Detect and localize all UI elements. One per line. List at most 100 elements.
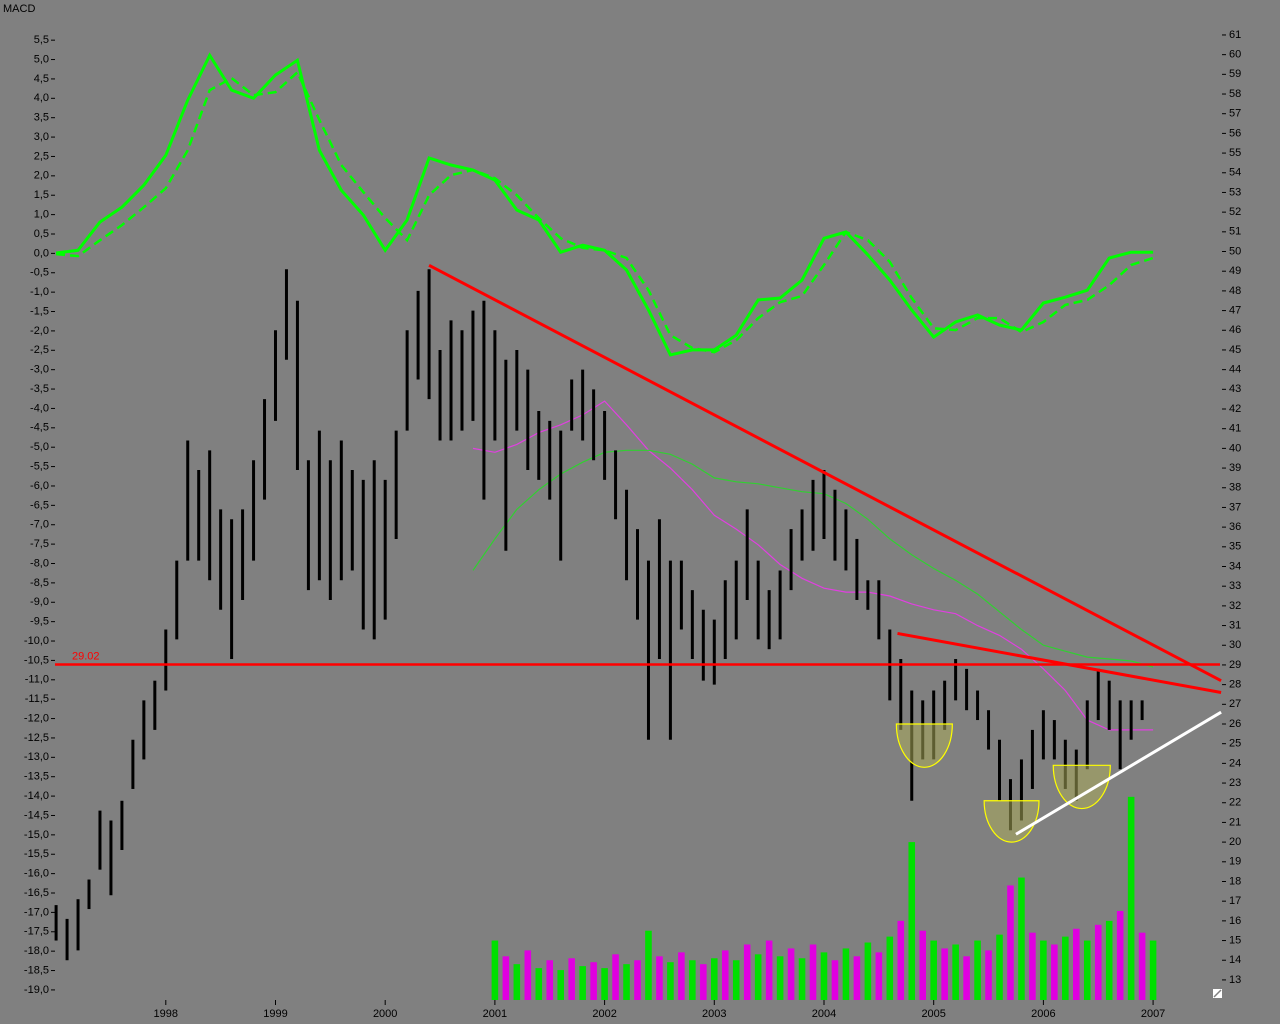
volume-bar <box>1149 940 1157 1000</box>
y-tick-label: -6,5 <box>30 499 49 511</box>
y2-tick-label: 45 <box>1229 344 1241 356</box>
y2-tick-label: 47 <box>1229 304 1241 316</box>
y-tick-label: -15,5 <box>24 848 49 860</box>
y-tick-label: -8,5 <box>30 577 49 589</box>
y-tick-label: -16,0 <box>24 868 49 880</box>
y-tick-label: -7,5 <box>30 538 49 550</box>
y-tick-label: 0,0 <box>34 247 49 259</box>
y2-tick-label: 26 <box>1229 718 1241 730</box>
volume-bar <box>502 956 510 1000</box>
volume-bar <box>546 960 554 1000</box>
trend-line <box>428 263 1222 683</box>
volume-bar <box>908 842 916 1000</box>
x-tick-label: 2001 <box>483 1008 507 1020</box>
y2-tick-label: 33 <box>1229 580 1241 592</box>
y-tick-label: 0,5 <box>34 228 49 240</box>
y-tick-label: -2,5 <box>30 344 49 356</box>
volume-bar <box>1083 940 1091 1000</box>
volume-bar <box>787 948 795 1000</box>
y-tick-label: -16,5 <box>24 887 49 899</box>
y-tick-label: -2,0 <box>30 325 49 337</box>
y-tick-label: -9,0 <box>30 596 49 608</box>
y2-tick-label: 14 <box>1229 954 1241 966</box>
y2-tick-label: 21 <box>1229 816 1241 828</box>
y-tick-label: 2,5 <box>34 150 49 162</box>
y2-tick-label: 51 <box>1229 226 1241 238</box>
y-tick-label: 2,0 <box>34 170 49 182</box>
resize-icon <box>1213 989 1222 998</box>
y-tick-label: -18,5 <box>24 964 49 976</box>
volume-bar <box>809 944 817 1000</box>
y-tick-label: -1,0 <box>30 286 49 298</box>
volume-bar <box>1105 920 1113 1000</box>
volume-bar <box>656 956 663 1000</box>
y2-tick-label: 22 <box>1229 797 1241 809</box>
volume-bar <box>1007 885 1014 1000</box>
y2-tick-label: 27 <box>1229 698 1241 710</box>
volume-bar <box>689 960 696 1000</box>
y-tick-label: -0,5 <box>30 267 49 279</box>
volume-bar <box>732 960 740 1000</box>
y2-tick-label: 23 <box>1229 777 1241 789</box>
y2-tick-label: 54 <box>1229 167 1241 179</box>
y2-tick-label: 52 <box>1229 206 1241 218</box>
y2-tick-label: 42 <box>1229 403 1241 415</box>
y2-tick-label: 25 <box>1229 738 1241 750</box>
volume-bar <box>1138 932 1146 1000</box>
y-tick-label: -3,0 <box>30 364 49 376</box>
volume-bar <box>557 970 565 1000</box>
volume-bar <box>700 964 707 1000</box>
volume-bar <box>623 964 630 1000</box>
volume-bar <box>601 968 608 1000</box>
y-tick-label: -13,5 <box>24 771 49 783</box>
volume-bar <box>612 954 619 1000</box>
y-tick-label: -17,5 <box>24 926 49 938</box>
y-tick-label: -18,0 <box>24 945 49 957</box>
volume-bar <box>513 964 521 1000</box>
y-tick-label: -5,5 <box>30 460 49 472</box>
x-tick-label: 2002 <box>592 1008 616 1020</box>
volume-bar <box>568 958 575 1000</box>
volume-bar <box>1094 924 1102 1000</box>
x-tick-label: 1999 <box>263 1008 287 1020</box>
y2-tick-label: 36 <box>1229 521 1241 533</box>
y2-tick-label: 53 <box>1229 186 1241 198</box>
y2-tick-label: 30 <box>1229 639 1241 651</box>
volume-bar <box>853 956 861 1000</box>
y2-tick-label: 37 <box>1229 501 1241 513</box>
y2-tick-label: 13 <box>1229 974 1241 986</box>
volume-bar <box>897 920 905 1000</box>
chart-title: MACD <box>3 3 35 15</box>
x-tick-label: 2003 <box>702 1008 726 1020</box>
volume-bar <box>820 952 828 1000</box>
y-tick-label: -10,0 <box>24 635 49 647</box>
volume-bar <box>721 950 729 1000</box>
y2-tick-label: 18 <box>1229 875 1241 887</box>
volume-bar <box>634 960 641 1000</box>
y-tick-label: -15,0 <box>24 829 49 841</box>
volume-bar <box>590 962 597 1000</box>
y-tick-label: 1,0 <box>34 209 49 221</box>
y-tick-label: -14,0 <box>24 790 49 802</box>
volume-bar <box>985 950 992 1000</box>
volume-bar <box>1051 944 1058 1000</box>
y2-tick-label: 56 <box>1229 127 1241 139</box>
y-tick-label: -7,0 <box>30 519 49 531</box>
y2-tick-label: 59 <box>1229 68 1241 80</box>
volume-bar <box>974 940 981 1000</box>
volume-bar <box>535 968 543 1000</box>
y-tick-label: -17,0 <box>24 906 49 918</box>
y2-tick-label: 57 <box>1229 108 1241 120</box>
y2-tick-label: 44 <box>1229 364 1241 376</box>
y-tick-label: -9,5 <box>30 616 49 628</box>
x-tick-label: 2006 <box>1031 1008 1055 1020</box>
y2-tick-label: 28 <box>1229 679 1241 691</box>
y2-tick-label: 31 <box>1229 619 1241 631</box>
volume-bar <box>930 940 937 1000</box>
volume-bar <box>996 934 1003 1000</box>
y-tick-label: -6,0 <box>30 480 49 492</box>
y2-tick-label: 34 <box>1229 560 1241 572</box>
